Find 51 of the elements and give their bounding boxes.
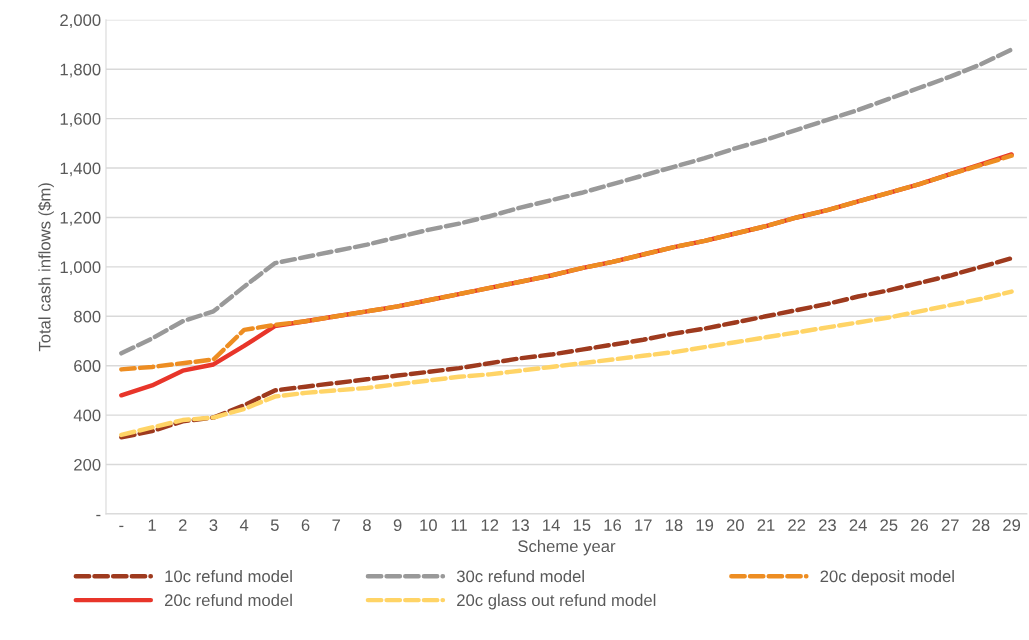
line-series [119, 47, 1014, 356]
line-series [119, 289, 1014, 438]
x-tick-label: 6 [301, 519, 310, 532]
y-tick-label: 1,400 [60, 162, 101, 177]
legend-label: 20c deposit model [820, 569, 954, 586]
x-tick-label: 26 [911, 519, 929, 532]
x-tick-label: 11 [451, 519, 467, 531]
y-axis-title: Total cash inflows ($m) [38, 183, 54, 352]
x-tick-label: 24 [849, 519, 867, 531]
legend-label: 20c glass out refund model [457, 593, 656, 610]
y-tick-label: 1,800 [60, 63, 101, 78]
y-tick-label: 1,000 [60, 261, 101, 276]
x-tick-label: 27 [941, 519, 959, 531]
x-tick-label: 10 [420, 519, 437, 532]
legend-label: 30c refund model [456, 569, 584, 583]
x-tick-label: 25 [880, 519, 898, 532]
x-tick-label: 8 [363, 519, 371, 532]
line-series [119, 256, 1014, 440]
x-tick-label: - [119, 525, 124, 528]
y-tick-label: 1,600 [60, 113, 101, 127]
x-tick-label: 4 [239, 519, 249, 531]
x-tick-label: 21 [757, 519, 775, 531]
x-tick-label: 14 [543, 519, 560, 531]
x-tick-label: 23 [818, 519, 836, 532]
x-tick-label: 7 [332, 519, 341, 531]
y-tick-label: 800 [74, 310, 101, 323]
x-tick-label: 16 [604, 519, 622, 532]
x-tick-label: 1 [148, 519, 156, 531]
x-tick-label: 28 [972, 519, 990, 532]
x-tick-label: 19 [696, 519, 714, 532]
y-tick-label: 2,000 [60, 14, 101, 29]
legend-label: 20c refund model [164, 593, 292, 607]
x-tick-label: 9 [393, 519, 402, 532]
x-tick-label: 12 [481, 519, 499, 531]
y-tick-label: 200 [74, 458, 101, 471]
x-tick-label: 2 [178, 519, 187, 531]
y-tick-label: 600 [74, 360, 101, 372]
legend-label: 10c refund model [165, 569, 292, 583]
x-tick-label: 22 [788, 519, 806, 531]
x-tick-label: 18 [665, 519, 683, 532]
y-tick-label: - [96, 514, 101, 517]
x-tick-label: 3 [209, 519, 218, 532]
x-tick-label: 15 [573, 519, 591, 532]
x-axis-title: Scheme year [518, 539, 616, 556]
x-tick-label: 29 [1003, 519, 1021, 532]
x-tick-label: 5 [270, 519, 279, 532]
x-tick-label: 20 [726, 519, 744, 532]
y-tick-label: 400 [73, 409, 101, 422]
x-tick-label: 17 [635, 519, 652, 531]
x-tick-label: 13 [512, 519, 529, 532]
y-tick-label: 1,200 [60, 211, 101, 226]
